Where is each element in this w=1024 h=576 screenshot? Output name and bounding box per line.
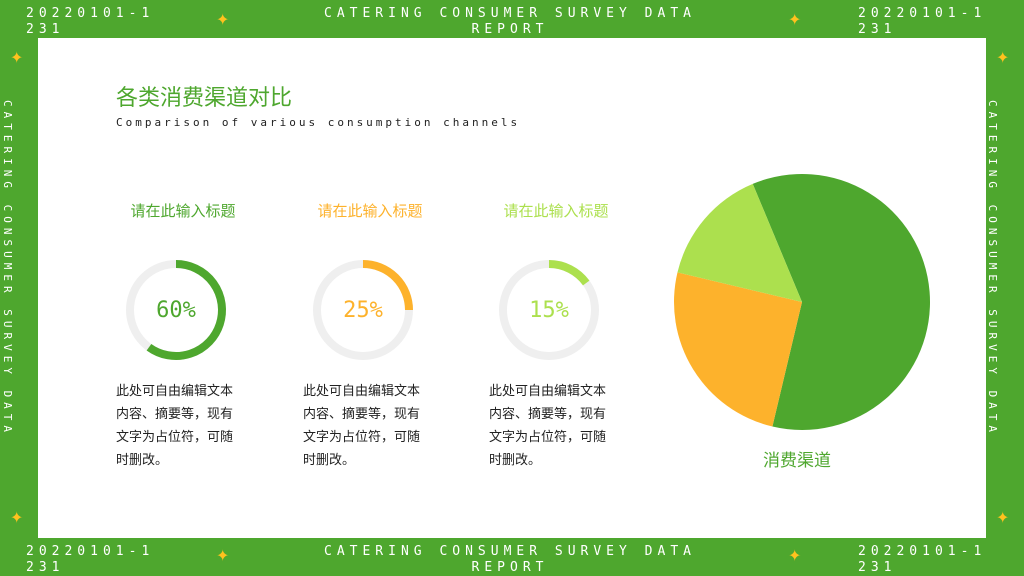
side-text-left: CATERING CONSUMER SURVEY DATA xyxy=(1,100,14,438)
sparkle-icon: ✦ xyxy=(10,508,24,527)
ring-progress-arc xyxy=(362,260,413,311)
pie-chart xyxy=(674,174,930,430)
pie-slice xyxy=(677,183,802,302)
date-range-bottom-left: 20220101-1231 xyxy=(26,544,155,575)
card-description: 此处可自由编辑文本内容、摘要等，现有文字为占位符，可随时删改。 xyxy=(116,384,234,468)
sparkle-icon: ✦ xyxy=(788,10,802,29)
sparkle-icon: ✦ xyxy=(788,546,802,565)
sparkle-icon: ✦ xyxy=(996,48,1010,67)
ring-progress-arc xyxy=(146,260,226,360)
page-subtitle: Comparison of various consumption channe… xyxy=(116,116,521,129)
progress-ring xyxy=(126,260,226,360)
stat-card: 请在此输入标题 25% 此处可自由编辑文本内容、摘要等，现有文字为占位符，可随时… xyxy=(303,200,443,468)
side-text-right: CATERING CONSUMER SURVEY DATA xyxy=(986,100,999,438)
stat-card: 请在此输入标题 15% 此处可自由编辑文本内容、摘要等，现有文字为占位符，可随时… xyxy=(489,200,629,468)
date-range-top-left: 20220101-1231 xyxy=(26,6,155,37)
pie-chart-label: 消费渠道 xyxy=(763,451,831,471)
report-title-bottom: CATERING CONSUMER SURVEY DATA REPORT xyxy=(324,544,696,575)
ring-progress-arc xyxy=(548,260,590,286)
sparkle-icon: ✦ xyxy=(996,508,1010,527)
card-description: 此处可自由编辑文本内容、摘要等，现有文字为占位符，可随时删改。 xyxy=(489,384,607,468)
pie-slice xyxy=(752,174,930,430)
percent-label: 60% xyxy=(156,297,196,323)
stat-card: 请在此输入标题 60% 此处可自由编辑文本内容、摘要等，现有文字为占位符，可随时… xyxy=(116,200,256,468)
percent-label: 15% xyxy=(529,297,569,323)
date-range-bottom-right: 20220101-1231 xyxy=(858,544,987,575)
progress-ring xyxy=(499,260,599,360)
sparkle-icon: ✦ xyxy=(216,546,230,565)
pie-slice xyxy=(674,272,802,427)
date-range-top-right: 20220101-1231 xyxy=(858,6,987,37)
sparkle-icon: ✦ xyxy=(10,48,24,67)
percent-label: 25% xyxy=(343,297,383,323)
progress-ring xyxy=(313,260,413,360)
card-description: 此处可自由编辑文本内容、摘要等，现有文字为占位符，可随时删改。 xyxy=(303,384,421,468)
card-title: 请在此输入标题 xyxy=(503,202,609,220)
card-title: 请在此输入标题 xyxy=(130,202,236,220)
card-title: 请在此输入标题 xyxy=(317,202,423,220)
sparkle-icon: ✦ xyxy=(216,10,230,29)
report-title-top: CATERING CONSUMER SURVEY DATA REPORT xyxy=(324,6,696,37)
page-title: 各类消费渠道对比 xyxy=(116,86,293,111)
